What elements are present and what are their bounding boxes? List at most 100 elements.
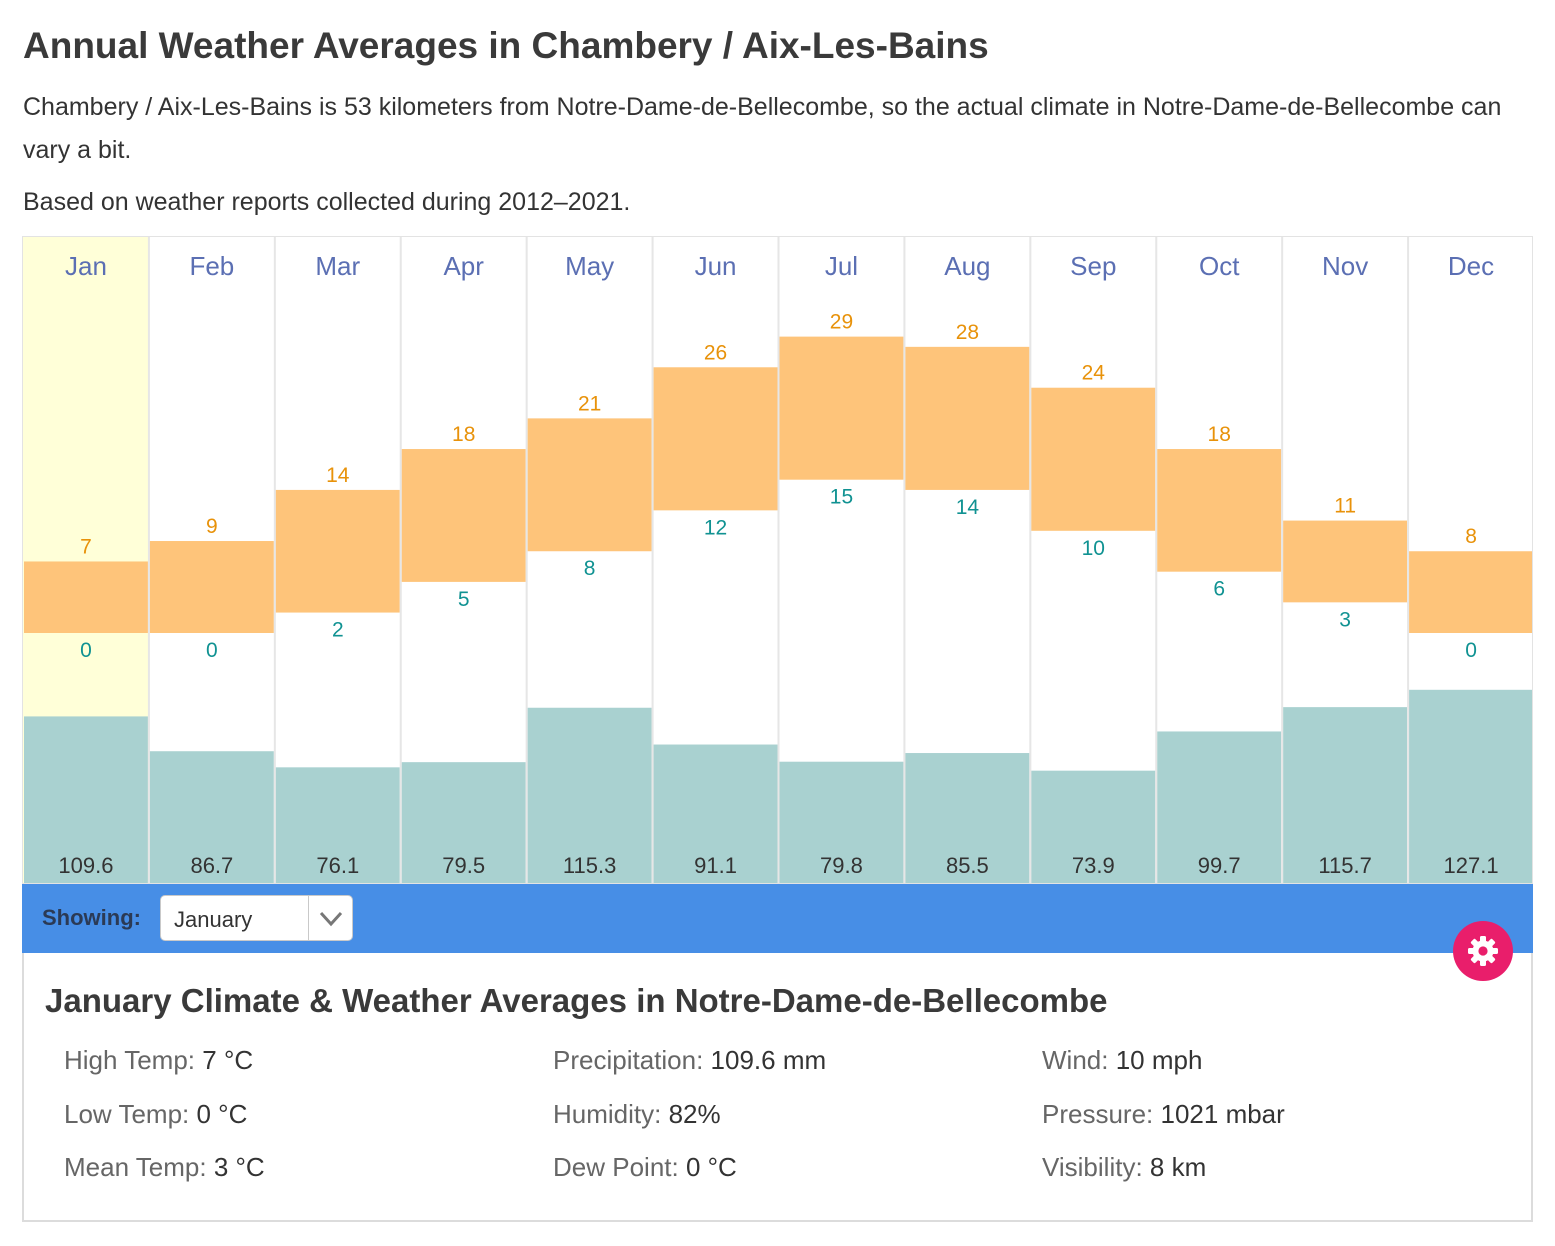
month-details-panel: January Climate & Weather Averages in No… bbox=[22, 953, 1533, 1222]
high-temp-label: 26 bbox=[704, 341, 727, 364]
stat-label: Dew Point: bbox=[553, 1152, 679, 1182]
temperature-band bbox=[275, 489, 400, 613]
stat-precipitation: Precipitation: 109.6 mm bbox=[553, 1045, 826, 1076]
stat-value: 10 mph bbox=[1115, 1045, 1203, 1075]
precipitation-label: 79.8 bbox=[820, 853, 863, 878]
precipitation-bar bbox=[1283, 707, 1408, 883]
temperature-band bbox=[1409, 551, 1532, 633]
stat-label: Pressure: bbox=[1042, 1099, 1154, 1129]
high-temp-label: 21 bbox=[578, 392, 601, 415]
high-temp-label: 14 bbox=[326, 464, 350, 487]
precipitation-label: 86.7 bbox=[190, 853, 233, 878]
precipitation-label: 115.7 bbox=[1318, 853, 1371, 878]
precipitation-label: 91.1 bbox=[694, 853, 737, 878]
month-label: May bbox=[565, 251, 614, 281]
select-divider bbox=[308, 896, 309, 940]
high-temp-label: 7 bbox=[80, 535, 92, 558]
low-temp-label: 0 bbox=[1465, 639, 1477, 662]
month-label: Feb bbox=[189, 251, 234, 281]
precipitation-label: 99.7 bbox=[1198, 853, 1241, 878]
month-select-value: January bbox=[174, 907, 253, 932]
stat-value: 109.6 mm bbox=[710, 1045, 827, 1075]
month-label: Nov bbox=[1322, 251, 1368, 281]
low-temp-label: 0 bbox=[80, 639, 92, 662]
stat-mean-temp: Mean Temp: 3 °C bbox=[64, 1152, 265, 1183]
low-temp-label: 6 bbox=[1213, 578, 1225, 601]
month-selector-bar: Showing: January bbox=[22, 884, 1533, 953]
precipitation-bar bbox=[779, 761, 904, 883]
showing-label: Showing: bbox=[42, 905, 141, 930]
stat-visibility: Visibility: 8 km bbox=[1042, 1152, 1206, 1183]
low-temp-label: 2 bbox=[332, 619, 344, 642]
stat-label: Low Temp: bbox=[64, 1099, 190, 1129]
precipitation-bar bbox=[1409, 689, 1532, 883]
precipitation-bar bbox=[401, 762, 526, 883]
month-label: Mar bbox=[315, 251, 360, 281]
precipitation-label: 79.5 bbox=[442, 853, 485, 878]
stat-pressure: Pressure: 1021 mbar bbox=[1042, 1099, 1285, 1130]
climate-chart: Jan 7 0 109.6 Feb 9 0 86.7 Mar 14 2 76.1 Apr 18 5 79.5 M… bbox=[22, 236, 1533, 884]
month-label: Sep bbox=[1070, 251, 1116, 281]
stat-value: 8 km bbox=[1149, 1152, 1207, 1182]
precipitation-bar bbox=[905, 753, 1030, 883]
precipitation-bar bbox=[653, 744, 778, 883]
stat-value: 0 °C bbox=[196, 1099, 248, 1129]
precipitation-label: 73.9 bbox=[1072, 853, 1115, 878]
precipitation-label: 127.1 bbox=[1444, 853, 1499, 878]
details-title: January Climate & Weather Averages in No… bbox=[45, 982, 1108, 1019]
stat-value: 1021 mbar bbox=[1160, 1099, 1285, 1129]
precipitation-bar bbox=[527, 707, 652, 883]
precipitation-bar bbox=[275, 767, 400, 883]
climate-chart-svg: Jan 7 0 109.6 Feb 9 0 86.7 Mar 14 2 76.1 Apr 18 5 79.5 M… bbox=[23, 237, 1532, 883]
month-label: Jul bbox=[825, 251, 858, 281]
low-temp-label: 10 bbox=[1082, 537, 1105, 560]
precipitation-bar bbox=[1031, 770, 1156, 883]
high-temp-label: 9 bbox=[206, 515, 218, 538]
page-title: Annual Weather Averages in Chambery / Ai… bbox=[23, 25, 989, 66]
settings-button[interactable] bbox=[1453, 921, 1513, 981]
low-temp-label: 5 bbox=[458, 588, 470, 611]
high-temp-label: 18 bbox=[1208, 423, 1231, 446]
month-label: Dec bbox=[1448, 251, 1494, 281]
precipitation-label: 76.1 bbox=[316, 853, 359, 878]
stat-label: Precipitation: bbox=[553, 1045, 704, 1075]
precipitation-label: 115.3 bbox=[563, 853, 616, 878]
month-label: Jan bbox=[65, 251, 107, 281]
chevron-down-icon bbox=[319, 911, 343, 927]
high-temp-label: 28 bbox=[956, 321, 979, 344]
low-temp-label: 8 bbox=[584, 557, 596, 580]
stat-high-temp: High Temp: 7 °C bbox=[64, 1045, 253, 1076]
month-label: Aug bbox=[944, 251, 990, 281]
high-temp-label: 8 bbox=[1465, 525, 1477, 548]
high-temp-label: 24 bbox=[1082, 362, 1106, 385]
stat-label: Mean Temp: bbox=[64, 1152, 207, 1182]
stat-value: 0 °C bbox=[685, 1152, 737, 1182]
temperature-band bbox=[1031, 387, 1156, 531]
low-temp-label: 3 bbox=[1339, 608, 1351, 631]
temperature-band bbox=[24, 561, 148, 633]
temperature-band bbox=[149, 541, 274, 633]
low-temp-label: 12 bbox=[704, 516, 727, 539]
low-temp-label: 14 bbox=[956, 496, 980, 519]
month-label: Apr bbox=[443, 251, 484, 281]
high-temp-label: 11 bbox=[1334, 495, 1356, 518]
precipitation-label: 109.6 bbox=[58, 853, 113, 878]
low-temp-label: 15 bbox=[830, 486, 853, 509]
month-label: Jun bbox=[695, 251, 737, 281]
temperature-band bbox=[527, 418, 652, 552]
stat-label: Humidity: bbox=[553, 1099, 662, 1129]
stat-value: 82% bbox=[668, 1099, 721, 1129]
stat-value: 7 °C bbox=[202, 1045, 254, 1075]
month-label: Oct bbox=[1199, 251, 1240, 281]
data-period-text: Based on weather reports collected durin… bbox=[23, 188, 631, 216]
gear-icon bbox=[1468, 936, 1498, 966]
temperature-band bbox=[653, 367, 778, 511]
stat-label: Wind: bbox=[1042, 1045, 1109, 1075]
temperature-band bbox=[1283, 520, 1408, 603]
stat-humidity: Humidity: 82% bbox=[553, 1099, 721, 1130]
high-temp-label: 29 bbox=[830, 311, 853, 334]
stat-dew-point: Dew Point: 0 °C bbox=[553, 1152, 737, 1183]
high-temp-label: 18 bbox=[452, 423, 475, 446]
month-select[interactable]: January bbox=[160, 895, 353, 941]
temperature-band bbox=[1157, 449, 1282, 572]
